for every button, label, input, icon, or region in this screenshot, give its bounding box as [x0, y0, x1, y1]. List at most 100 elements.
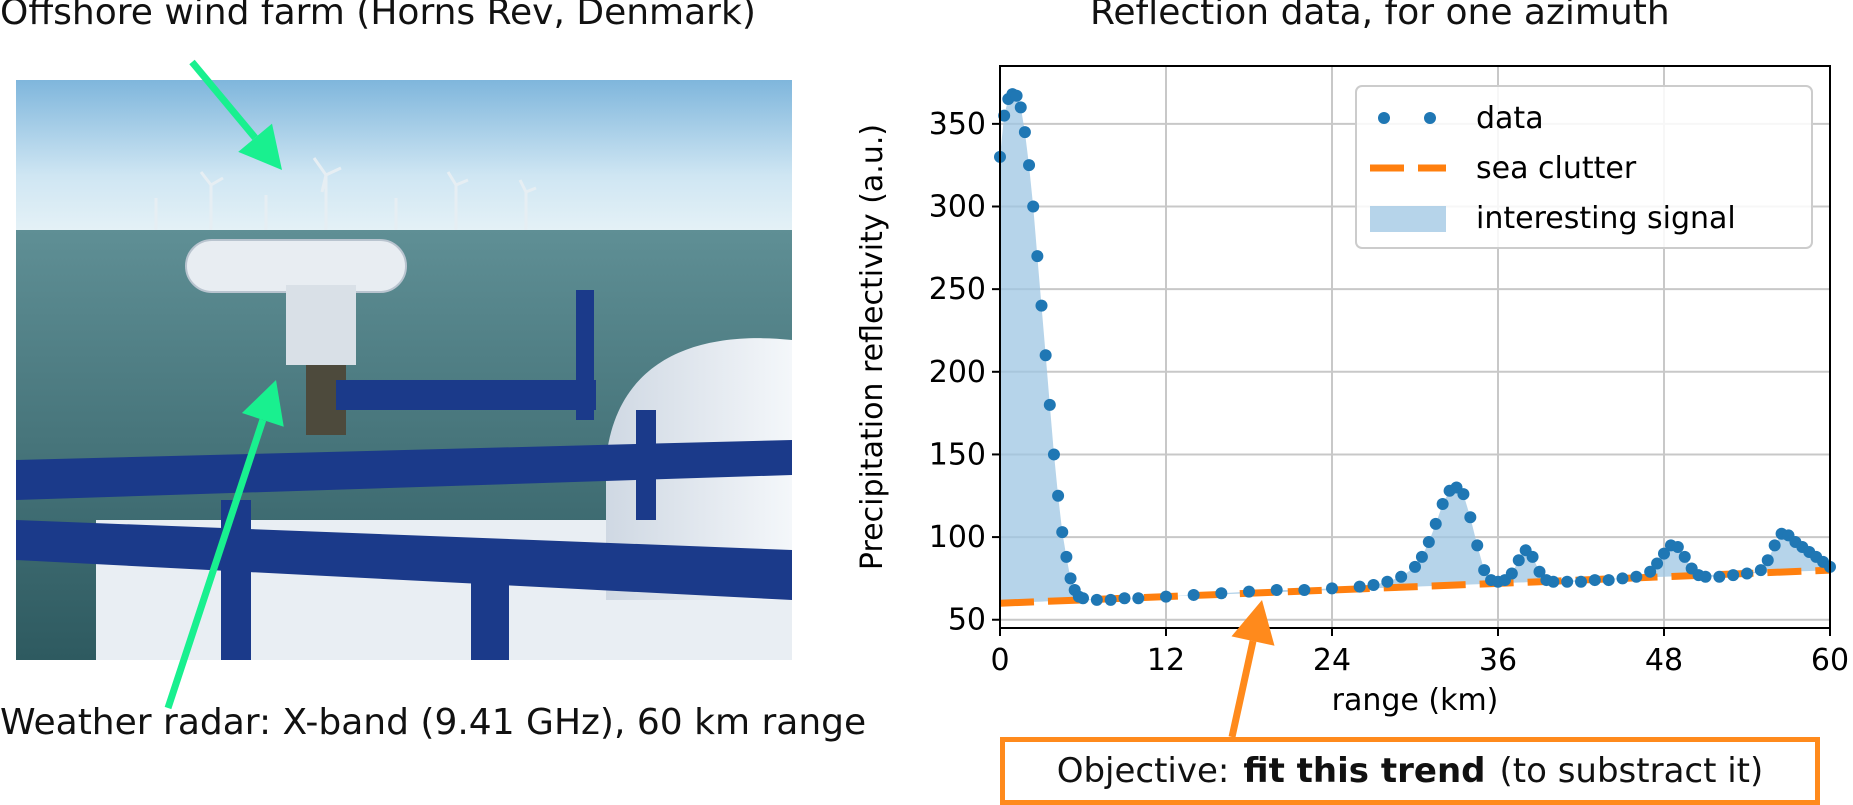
legend-label: data — [1476, 101, 1544, 136]
legend-data-swatch — [1424, 112, 1436, 124]
y-axis-label: Precipitation reflectivity (a.u.) — [855, 124, 890, 570]
legend-data-swatch — [1378, 112, 1390, 124]
data-point — [1018, 126, 1031, 139]
plot-frame — [999, 65, 1831, 629]
data-point — [1215, 587, 1228, 600]
data-point — [1353, 580, 1366, 593]
data-point — [1039, 349, 1052, 362]
y-tick-label: 350 — [929, 107, 986, 142]
sea-clutter-series — [999, 566, 1831, 607]
data-point — [1395, 570, 1408, 583]
sea-clutter-line — [999, 566, 1831, 607]
railings — [16, 290, 792, 660]
legend-signal-swatch — [1370, 206, 1446, 232]
data-point — [1575, 575, 1587, 588]
data-point — [1047, 448, 1060, 461]
data-point — [1713, 570, 1726, 583]
data-point — [1367, 579, 1380, 592]
data-point — [1429, 517, 1442, 530]
data-point — [1630, 570, 1643, 583]
data-point — [1561, 575, 1574, 588]
data-point — [1270, 583, 1283, 596]
data-point — [1478, 564, 1491, 577]
data-point — [1060, 550, 1073, 563]
data-point — [1768, 539, 1781, 552]
data-point — [1415, 550, 1428, 563]
y-tick-label: 200 — [929, 355, 986, 390]
legend-label: interesting signal — [1476, 201, 1736, 236]
data-point — [1010, 89, 1023, 102]
data-point — [1602, 574, 1615, 587]
x-tick-label: 0 — [990, 643, 1009, 678]
arrow-to-trend-head — [1231, 600, 1275, 646]
data-point — [1014, 101, 1027, 114]
y-tick-label: 100 — [929, 520, 986, 555]
data-point — [1616, 572, 1629, 585]
data-point — [1457, 488, 1470, 501]
data-point — [1505, 567, 1518, 580]
data-point — [1160, 590, 1172, 603]
x-tick-label: 60 — [1811, 643, 1849, 678]
axis-ticks: 0 12 24 36 48 60 50 100 150 200 250 300 350 — [929, 107, 1849, 678]
data-point — [1727, 569, 1740, 582]
data-point — [1671, 541, 1684, 554]
chart-title: Reflection data, for one azimuth — [1090, 0, 1670, 33]
radar-photo — [16, 80, 792, 660]
data-point — [1533, 565, 1546, 578]
y-tick-label: 300 — [929, 190, 986, 225]
data-point — [1077, 592, 1089, 605]
data-point — [1761, 554, 1774, 567]
y-tick-label: 150 — [929, 437, 986, 472]
objective-suffix: (to substract it) — [1499, 751, 1764, 791]
data-point — [1090, 593, 1103, 606]
data-point — [1651, 557, 1664, 570]
data-point — [998, 109, 1011, 122]
data-point — [1031, 250, 1044, 263]
data-point — [1043, 398, 1056, 411]
data-point — [1464, 511, 1477, 524]
data-point — [1422, 536, 1435, 549]
x-axis-label: range (km) — [1332, 683, 1499, 718]
arrow-to-trend-shaft — [1228, 640, 1257, 738]
data-point — [1243, 585, 1255, 598]
data-point — [1027, 200, 1040, 213]
objective-bold: fit this trend — [1243, 751, 1486, 791]
data-point — [1526, 550, 1539, 563]
arrow-to-radar-shaft — [164, 418, 267, 710]
x-tick-label: 12 — [1147, 643, 1185, 678]
legend: data sea clutter interesting signal — [1355, 85, 1813, 249]
arrow-to-wind-farm-shaft — [189, 59, 258, 140]
data-point — [1326, 582, 1338, 595]
data-point — [1298, 583, 1311, 596]
data-point — [1118, 592, 1131, 605]
wind-turbines — [154, 157, 537, 230]
x-tick-label: 24 — [1313, 643, 1351, 678]
legend-box — [1355, 85, 1813, 249]
data-point — [1754, 564, 1767, 577]
objective-prefix: Objective: — [1056, 751, 1230, 791]
data-point — [1658, 547, 1670, 560]
data-point — [1052, 489, 1065, 502]
data-point — [1064, 572, 1077, 585]
arrow-to-wind-farm-head — [238, 123, 282, 170]
data-point — [1104, 593, 1117, 606]
data-point — [1644, 565, 1657, 578]
data-point — [1471, 539, 1484, 552]
y-tick-label: 50 — [948, 603, 986, 638]
data-point — [1512, 554, 1525, 567]
data-point — [1187, 588, 1200, 601]
arrow-to-radar-head — [241, 380, 284, 427]
sky — [16, 80, 792, 240]
objective-box: Objective: fit this trend (to substract … — [1000, 737, 1820, 805]
x-tick-label: 48 — [1645, 643, 1683, 678]
data-point — [1678, 550, 1691, 563]
data-point — [1056, 526, 1069, 539]
legend-label: sea clutter — [1476, 151, 1637, 186]
data-series — [994, 88, 1836, 606]
data-point — [1035, 299, 1048, 312]
radar-caption: Weather radar: X-band (9.41 GHz), 60 km … — [0, 702, 867, 743]
radar-antenna — [185, 239, 407, 435]
y-tick-label: 250 — [929, 272, 986, 307]
data-point — [1588, 574, 1601, 587]
